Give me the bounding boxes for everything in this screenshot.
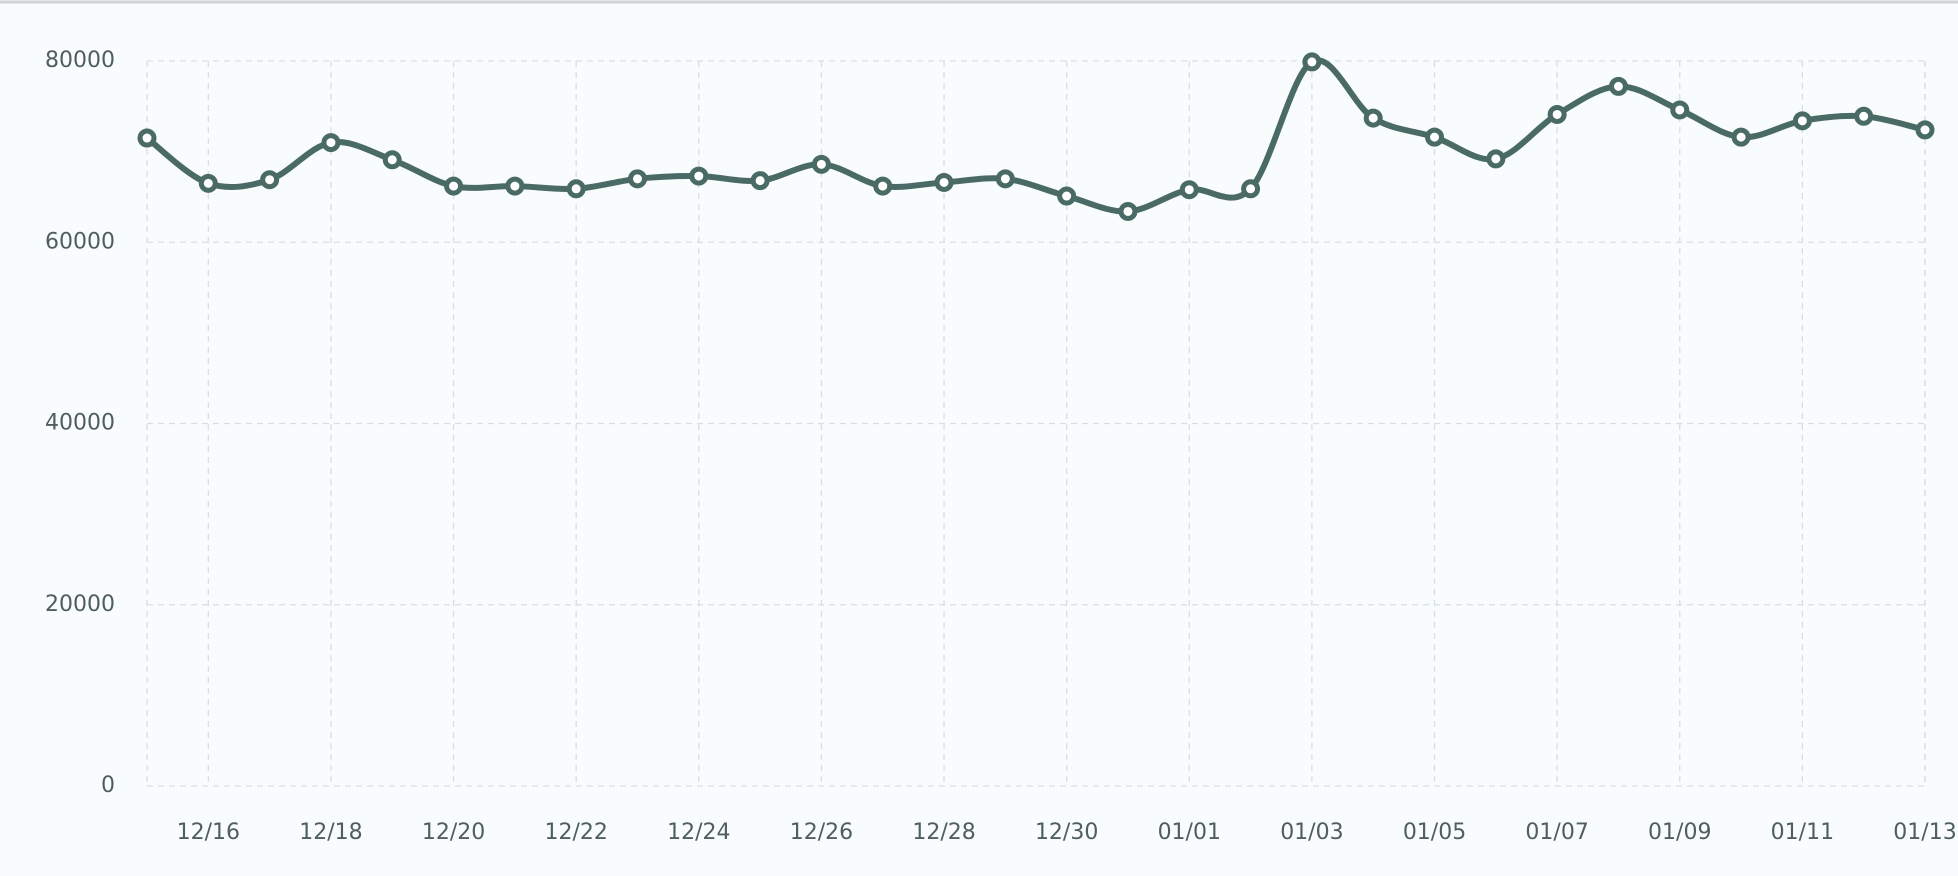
- point: [1792, 111, 1812, 131]
- line: [145, 57, 1926, 215]
- point: [1363, 108, 1383, 128]
- x-tick-label: 12/24: [667, 820, 730, 845]
- point: [382, 150, 402, 170]
- point: [811, 154, 831, 174]
- point: [627, 169, 647, 189]
- point: [1731, 127, 1751, 147]
- y-tick-label: 0: [101, 773, 115, 798]
- point: [1854, 106, 1874, 126]
- point: [198, 173, 218, 193]
- point: [260, 170, 280, 190]
- x-tick-label: 12/18: [299, 820, 362, 845]
- y-tick-label: 40000: [45, 411, 115, 436]
- x-tick-label: 01/09: [1648, 820, 1711, 845]
- point: [1608, 76, 1628, 96]
- x-tick-label: 12/28: [912, 820, 975, 845]
- point: [505, 176, 525, 196]
- point: [689, 166, 709, 186]
- point: [1915, 120, 1935, 140]
- point: [1057, 186, 1077, 206]
- point: [1241, 179, 1261, 199]
- point: [934, 172, 954, 192]
- x-tick-label: 12/30: [1035, 820, 1098, 845]
- x-tick-label: 01/05: [1403, 820, 1466, 845]
- point: [995, 169, 1015, 189]
- point: [566, 179, 586, 199]
- point: [1179, 180, 1199, 200]
- x-tick-label: 01/07: [1525, 820, 1588, 845]
- x-tick-label: 01/01: [1158, 820, 1221, 845]
- x-tick-label: 12/16: [177, 820, 240, 845]
- point: [1302, 52, 1322, 72]
- point: [1670, 100, 1690, 120]
- y-tick-label: 80000: [45, 48, 115, 73]
- point: [873, 176, 893, 196]
- point: [1118, 201, 1138, 221]
- x-tick-label: 01/13: [1893, 820, 1956, 845]
- point: [137, 128, 157, 148]
- point: [1486, 149, 1506, 169]
- x-tick-label: 12/20: [422, 820, 485, 845]
- point: [321, 133, 341, 153]
- point: [1547, 104, 1567, 124]
- point: [750, 171, 770, 191]
- y-tick-label: 20000: [45, 592, 115, 617]
- x-tick-label: 01/03: [1280, 820, 1343, 845]
- point: [444, 176, 464, 196]
- x-tick-label: 12/26: [790, 820, 853, 845]
- point: [1425, 127, 1445, 147]
- x-tick-label: 12/22: [544, 820, 607, 845]
- y-tick-label: 60000: [45, 229, 115, 254]
- x-tick-label: 01/11: [1771, 820, 1834, 845]
